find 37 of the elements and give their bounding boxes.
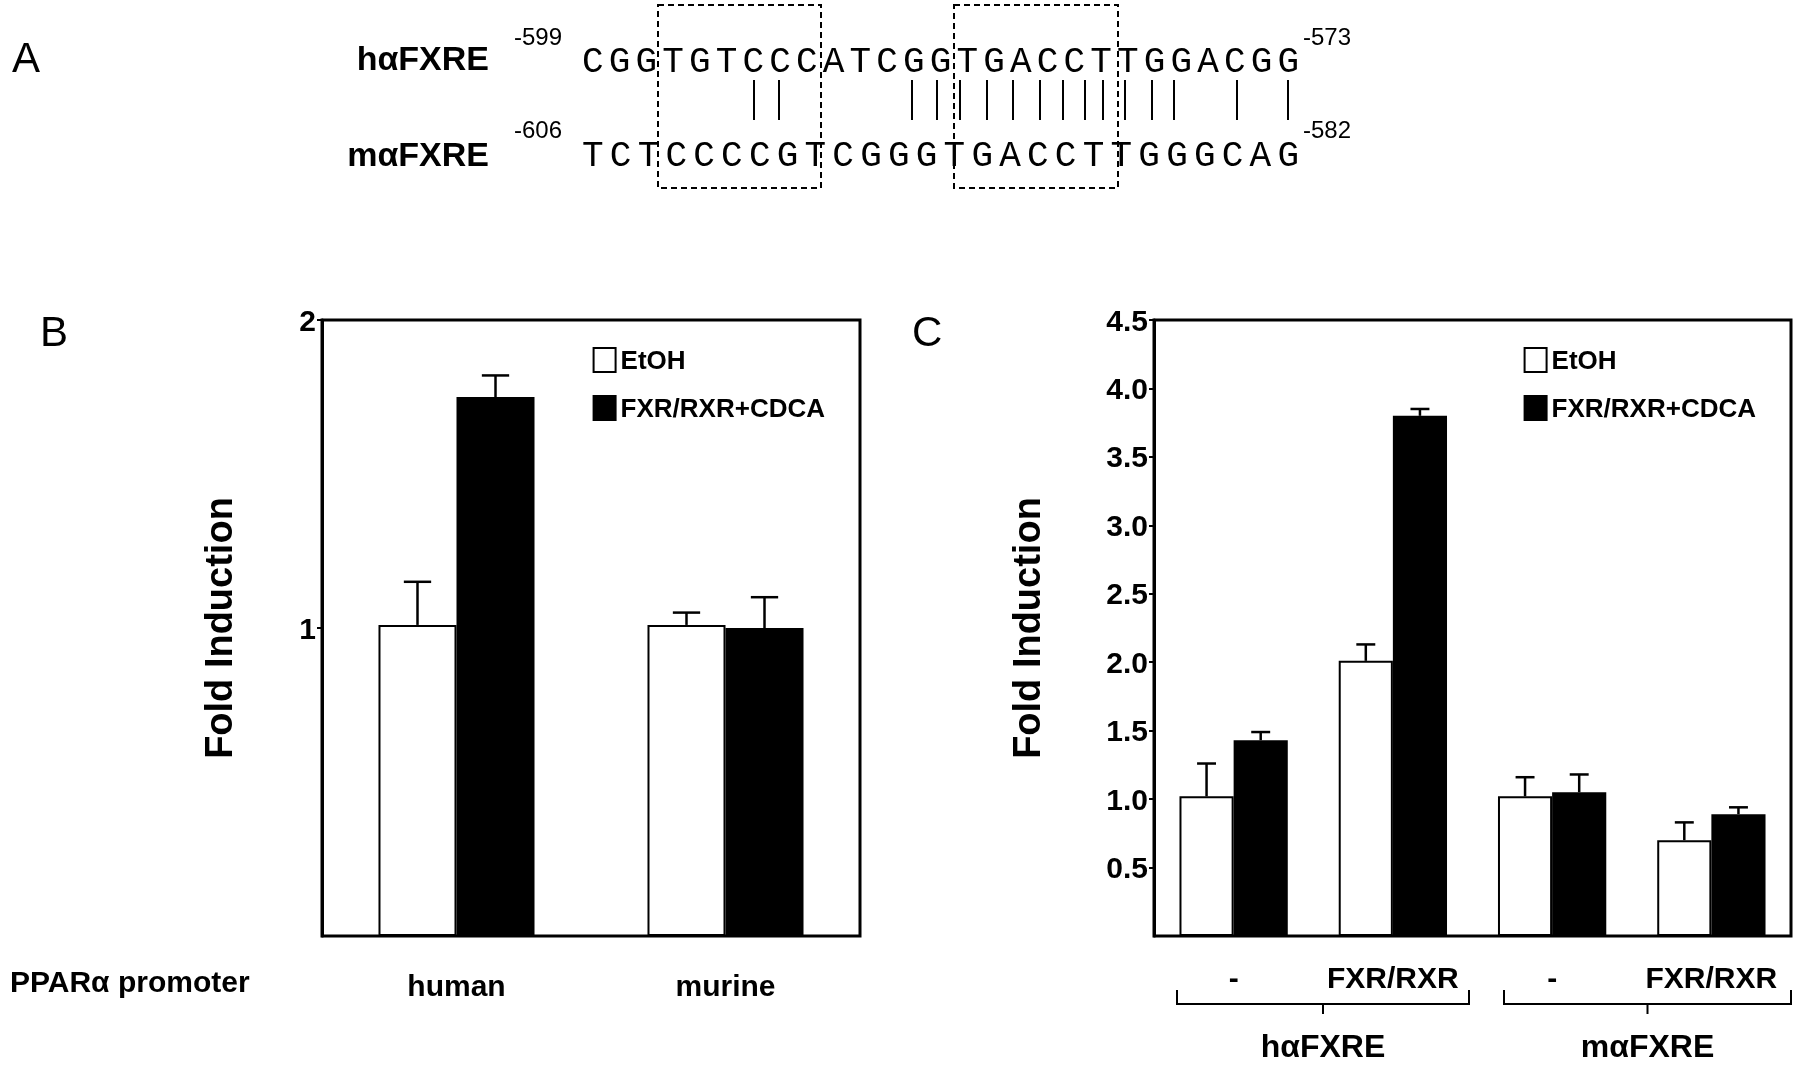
legend-label: FXR/RXR+CDCA xyxy=(1551,393,1757,423)
y-tick-label: 3.5 xyxy=(1106,440,1148,474)
text: hαFXRE xyxy=(356,39,489,77)
y-tick-label: 1 xyxy=(299,611,316,645)
text: -573 xyxy=(1303,23,1352,50)
text: -606 xyxy=(514,116,563,143)
chart-title: B xyxy=(40,307,69,355)
text: mαFXRE xyxy=(1580,1028,1715,1064)
text: -599 xyxy=(514,23,563,50)
y-tick-label: 4.0 xyxy=(1106,371,1148,405)
y-tick-label: 3.0 xyxy=(1106,508,1148,542)
y-axis-title: Fold Induction xyxy=(198,497,240,759)
y-tick-label: 2.5 xyxy=(1106,577,1148,611)
y-tick-label: 1.0 xyxy=(1106,782,1148,816)
x-tick-label: - xyxy=(1228,960,1239,994)
y-tick-label: 1.5 xyxy=(1106,714,1148,748)
x-tick-label: - xyxy=(1547,960,1558,994)
legend-label: FXR/RXR+CDCA xyxy=(620,393,826,423)
y-tick-label: 2.0 xyxy=(1106,645,1148,679)
legend-label: EtOH xyxy=(1551,345,1617,375)
y-tick-label: 4.5 xyxy=(1106,303,1148,337)
y-tick-label: 2 xyxy=(299,303,316,337)
x-tick-label: FXR/RXR xyxy=(1327,960,1460,994)
text: A xyxy=(12,34,41,81)
chart-title: C xyxy=(912,307,943,355)
x-axis-title: PPARα promoter xyxy=(10,964,250,998)
y-axis-title: Fold Induction xyxy=(1006,497,1048,759)
text: hαFXRE xyxy=(1260,1028,1386,1064)
x-tick-label: FXR/RXR xyxy=(1645,960,1778,994)
x-tick-label: human xyxy=(407,968,506,1002)
text: mαFXRE xyxy=(347,135,489,173)
y-tick-label: 0.5 xyxy=(1106,851,1148,885)
text: CGGTGTCCCATCGGTGACCTTGGACGG xyxy=(582,42,1299,83)
x-tick-label: murine xyxy=(675,968,776,1002)
legend-label: EtOH xyxy=(620,345,686,375)
text: TCTCCCCGTCGGGTGACCTTGGGCAG xyxy=(582,136,1299,177)
text: -582 xyxy=(1303,116,1352,143)
